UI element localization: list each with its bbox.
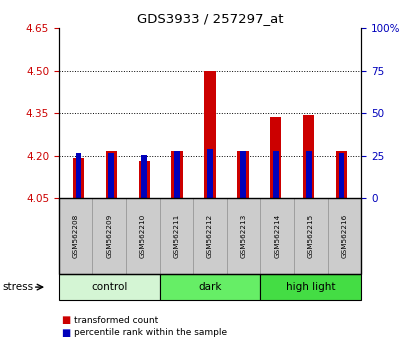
Bar — [76, 153, 81, 198]
Bar — [237, 151, 249, 198]
Text: ■: ■ — [61, 315, 70, 325]
Bar — [207, 149, 213, 198]
Text: percentile rank within the sample: percentile rank within the sample — [74, 328, 227, 337]
Text: GSM562208: GSM562208 — [73, 214, 79, 258]
Text: control: control — [91, 282, 127, 292]
Bar — [141, 155, 147, 198]
Bar — [336, 151, 347, 198]
Text: dark: dark — [198, 282, 222, 292]
Text: GSM562211: GSM562211 — [173, 214, 179, 258]
Bar — [306, 151, 312, 198]
Text: ■: ■ — [61, 328, 70, 338]
Bar — [339, 153, 344, 198]
Text: GSM562209: GSM562209 — [106, 214, 112, 258]
Bar — [106, 151, 117, 198]
Text: transformed count: transformed count — [74, 315, 158, 325]
Bar — [303, 115, 314, 198]
Text: GDS3933 / 257297_at: GDS3933 / 257297_at — [137, 12, 283, 25]
Bar — [240, 151, 246, 198]
Text: GSM562214: GSM562214 — [274, 214, 280, 258]
Bar — [174, 151, 180, 198]
Bar — [171, 151, 183, 198]
Bar — [73, 158, 84, 198]
Text: GSM562212: GSM562212 — [207, 214, 213, 258]
Text: high light: high light — [286, 282, 336, 292]
Bar — [108, 153, 114, 198]
Bar — [139, 161, 150, 198]
Text: GSM562213: GSM562213 — [241, 214, 247, 258]
Bar — [270, 117, 281, 198]
Text: GSM562216: GSM562216 — [341, 214, 347, 258]
Text: GSM562210: GSM562210 — [140, 214, 146, 258]
Text: GSM562215: GSM562215 — [308, 214, 314, 258]
Text: stress: stress — [2, 282, 33, 292]
Bar — [273, 151, 279, 198]
Bar — [204, 71, 216, 198]
